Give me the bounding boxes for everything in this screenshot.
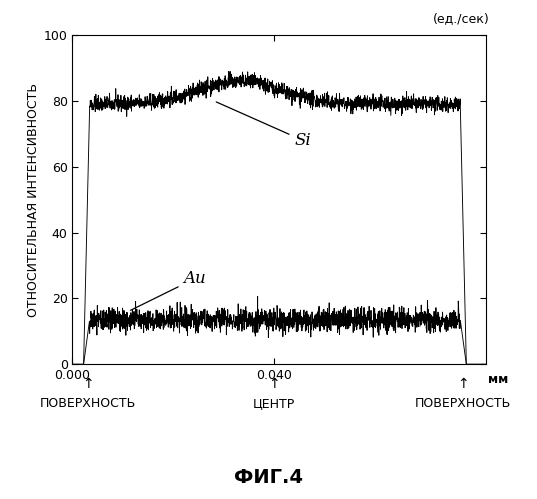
- Text: (ед./сек): (ед./сек): [433, 12, 490, 25]
- Text: ↑: ↑: [268, 377, 280, 391]
- Text: ПОВЕРХНОСТЬ: ПОВЕРХНОСТЬ: [40, 397, 136, 410]
- Text: ФИГ.4: ФИГ.4: [234, 468, 303, 487]
- Y-axis label: ОТНОСИТЕЛЬНАЯ ИНТЕНСИВНОСТЬ: ОТНОСИТЕЛЬНАЯ ИНТЕНСИВНОСТЬ: [27, 83, 40, 316]
- Text: Au: Au: [130, 270, 206, 310]
- Text: ЦЕНТР: ЦЕНТР: [253, 397, 295, 410]
- Text: Si: Si: [216, 102, 311, 149]
- Text: мм: мм: [488, 372, 509, 386]
- Text: ПОВЕРХНОСТЬ: ПОВЕРХНОСТЬ: [415, 397, 511, 410]
- Text: ↑: ↑: [82, 377, 93, 391]
- Text: ↑: ↑: [458, 377, 469, 391]
